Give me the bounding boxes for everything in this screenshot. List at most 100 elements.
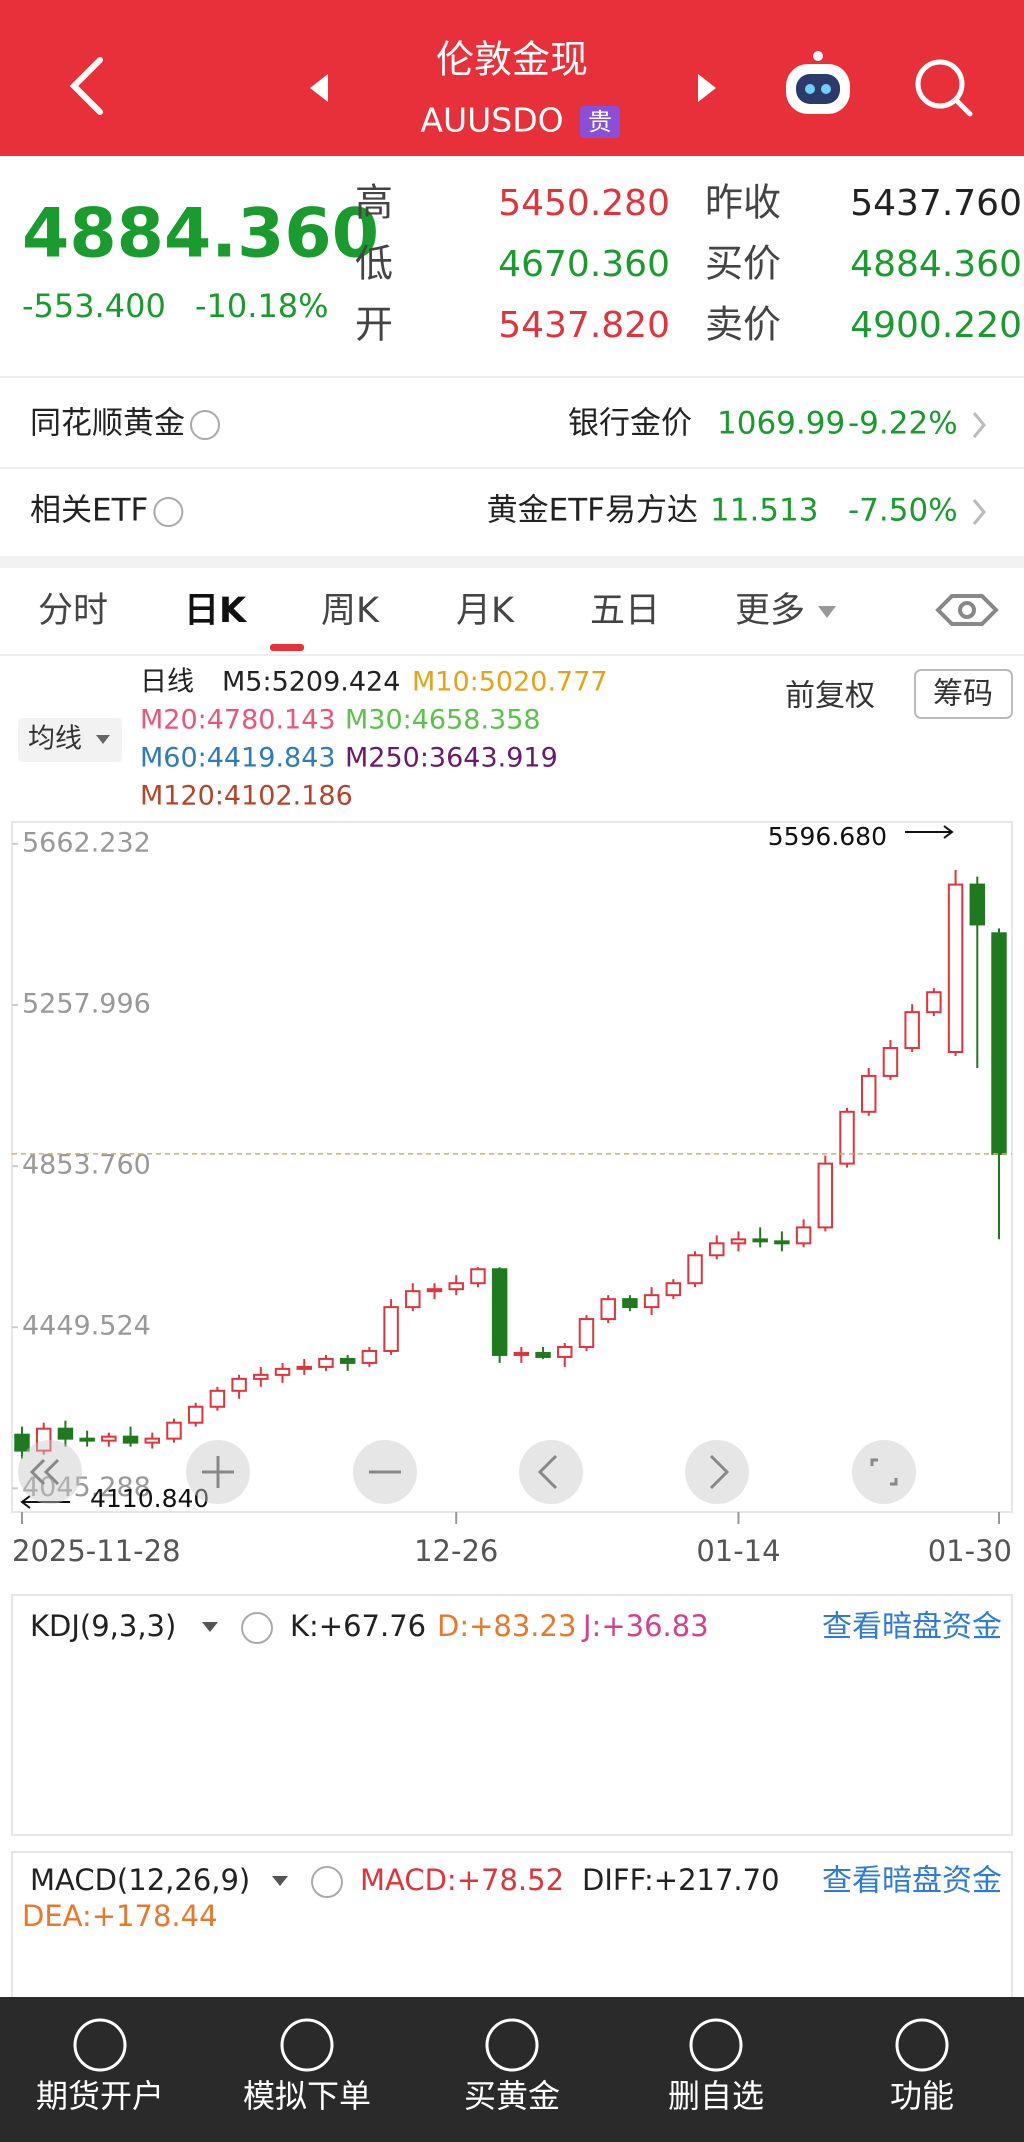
dropdown-arrow <box>96 735 110 744</box>
chart-control[interactable] <box>519 1440 583 1504</box>
nav-icon[interactable] <box>280 2018 334 2072</box>
tab[interactable]: 月K <box>456 591 515 631</box>
tab[interactable]: 五日 <box>590 591 660 631</box>
macd-name[interactable]: MACD(12,26,9) <box>30 1863 250 1897</box>
search-icon[interactable] <box>915 59 973 117</box>
tab[interactable]: 分时 <box>38 591 108 631</box>
candle-body <box>101 1435 117 1442</box>
nav-icon[interactable] <box>689 2018 743 2072</box>
x-tick-label: 01-30 <box>928 1534 1012 1568</box>
row-change: -7.50% <box>848 493 958 529</box>
dropdown-arrow <box>202 1622 218 1632</box>
chart-control[interactable] <box>852 1440 916 1504</box>
adjust[interactable]: 前复权 <box>785 679 875 714</box>
candle-body <box>14 1433 30 1452</box>
candle-body <box>513 1351 530 1356</box>
change: -553.400 <box>22 287 166 325</box>
candle-body <box>470 1268 486 1285</box>
chart-control[interactable] <box>685 1440 749 1504</box>
row-value: 11.513 <box>710 493 818 529</box>
candle-body <box>622 1298 638 1309</box>
row-change: -9.22% <box>848 406 958 442</box>
row-label[interactable]: 相关ETF <box>30 493 148 529</box>
back-button[interactable] <box>69 57 103 115</box>
row-name: 黄金ETF易方达 <box>487 493 698 529</box>
candle-body <box>166 1421 182 1440</box>
nav-label[interactable]: 模拟下单 <box>243 2077 371 2115</box>
ma-title: 日线 <box>140 667 194 698</box>
candle-body <box>405 1290 421 1309</box>
help-icon[interactable] <box>190 410 220 440</box>
row-chevron[interactable] <box>972 412 986 438</box>
nav-icon[interactable] <box>895 2018 949 2072</box>
candle-body <box>557 1345 573 1358</box>
nav-label[interactable]: 功能 <box>890 2077 954 2115</box>
nav-icon[interactable] <box>485 2018 539 2072</box>
row-chevron[interactable] <box>972 499 986 525</box>
tab[interactable]: 更多 <box>735 591 805 631</box>
candle-body <box>296 1365 312 1370</box>
ma-legend: M10:5020.777 <box>412 667 608 698</box>
help-icon[interactable] <box>241 1612 273 1644</box>
kdj-link[interactable]: 查看暗盘资金 <box>822 1610 1002 1645</box>
field-label: 买价 <box>705 242 781 286</box>
macd-link[interactable]: 查看暗盘资金 <box>822 1864 1002 1899</box>
candle-body <box>144 1437 160 1444</box>
tab[interactable]: 周K <box>321 591 380 631</box>
macd-dea: DEA:+178.44 <box>22 1899 218 1933</box>
candle-body <box>274 1367 291 1376</box>
y-tick-label: 5257.996 <box>22 988 151 1019</box>
robot-icon[interactable] <box>786 51 850 114</box>
field-value: 4670.360 <box>498 244 670 285</box>
candle-body <box>361 1349 378 1364</box>
kdj-name[interactable]: KDJ(9,3,3) <box>30 1609 176 1643</box>
candle-body <box>643 1294 660 1309</box>
badge-bg <box>580 106 620 138</box>
ma-legend: M5:5209.424 <box>222 667 400 698</box>
nav-label[interactable]: 买黄金 <box>464 2077 560 2115</box>
nav-icon[interactable] <box>73 2018 127 2072</box>
field-label: 昨收 <box>705 181 781 225</box>
control-glyph <box>29 1458 46 1486</box>
next-button[interactable] <box>698 74 716 102</box>
candle-body <box>969 883 986 926</box>
candle-body <box>861 1074 877 1113</box>
dropdown-arrow <box>272 1876 288 1886</box>
plot-frame <box>11 821 1013 1513</box>
candle-body <box>79 1437 95 1442</box>
candle-body <box>57 1427 74 1440</box>
y-tick-label: 4449.524 <box>22 1311 151 1342</box>
control-glyph <box>43 1458 60 1486</box>
control-glyph <box>890 1478 898 1486</box>
help-icon[interactable] <box>311 1866 343 1898</box>
price: 4884.360 <box>22 195 379 274</box>
candle-body <box>991 932 1007 1155</box>
nav-label[interactable]: 期货开户 <box>36 2077 164 2115</box>
ma-selector-bg[interactable] <box>18 718 122 762</box>
high-annotation: 5596.680 <box>768 822 887 851</box>
row-label[interactable]: 同花顺黄金 <box>30 406 185 442</box>
prev-button[interactable] <box>310 74 328 102</box>
field-label: 开 <box>355 303 393 347</box>
y-tick-label: 4045.288 <box>22 1472 151 1503</box>
candle-body <box>600 1298 616 1321</box>
dropdown-arrow <box>818 606 836 618</box>
tab[interactable]: 日K <box>184 591 248 631</box>
kdj-panel <box>11 1594 1013 1836</box>
nav-label[interactable]: 删自选 <box>668 2077 764 2115</box>
candle-body <box>578 1318 595 1348</box>
settings-icon[interactable] <box>935 594 999 626</box>
chip[interactable]: 筹码 <box>933 677 993 712</box>
ma-selector[interactable]: 均线 <box>28 724 82 755</box>
kdj-j: J:+36.83 <box>581 1609 709 1643</box>
section-gap <box>0 556 1024 568</box>
candle-body <box>187 1405 204 1424</box>
chip-button[interactable] <box>914 669 1013 719</box>
field-value: 5437.760 <box>850 183 1022 224</box>
candle-body <box>774 1240 790 1245</box>
control-glyph <box>870 1458 878 1466</box>
code: AUUSDO <box>420 101 563 140</box>
chart-control[interactable] <box>18 1440 82 1504</box>
kdj-k: K:+67.76 <box>290 1609 426 1643</box>
help-icon[interactable] <box>153 497 184 527</box>
